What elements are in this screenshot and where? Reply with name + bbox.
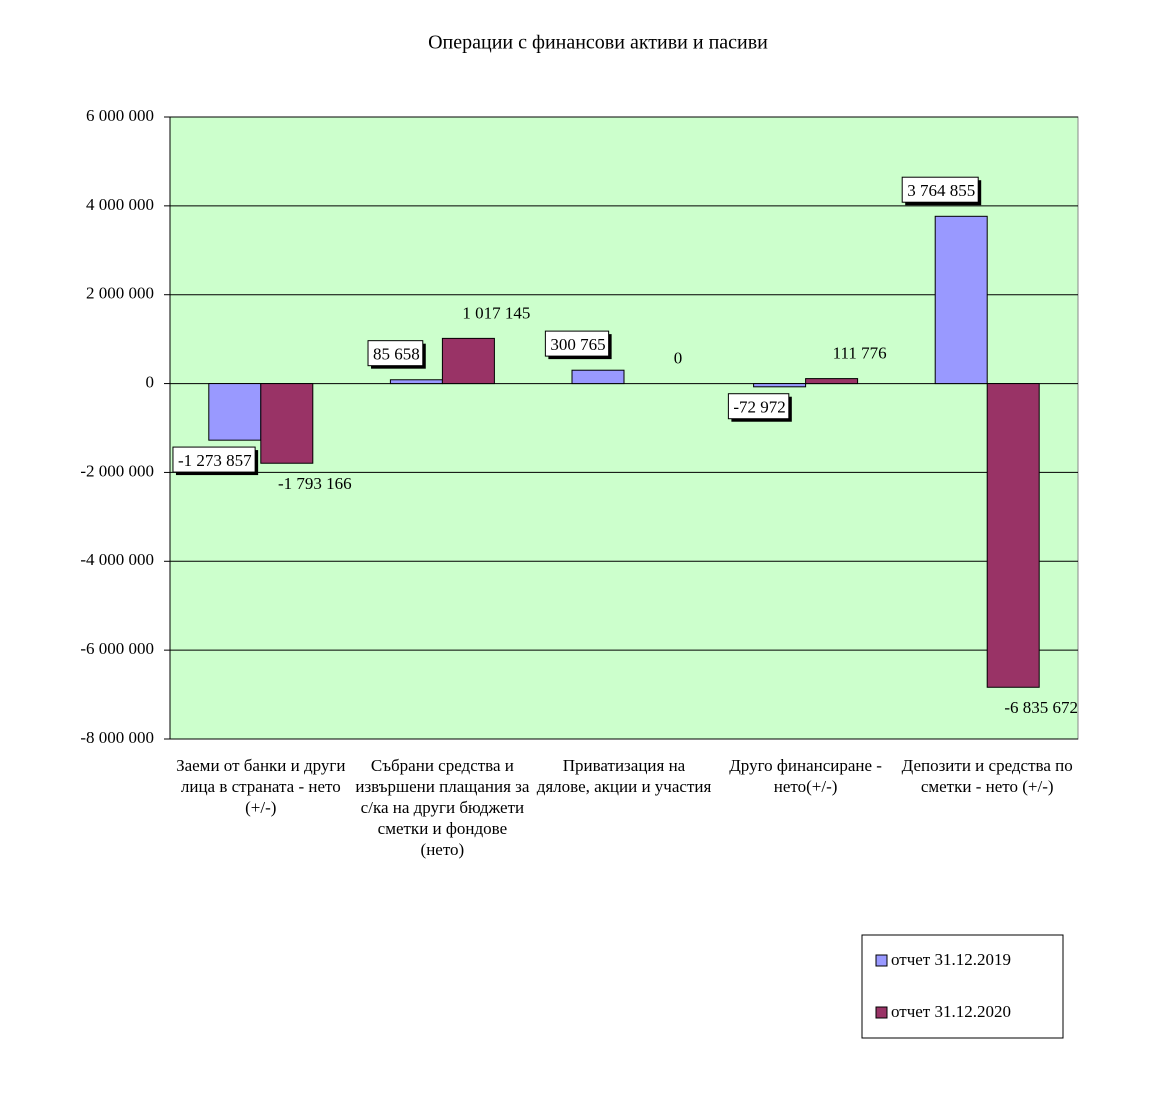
bar [934, 215, 988, 385]
legend-box [861, 934, 1064, 1039]
bar [389, 379, 443, 385]
label-box [172, 446, 256, 473]
bar [805, 378, 859, 385]
data-label: -72 972 [733, 398, 785, 417]
legend-swatch [875, 954, 888, 967]
data-label: -1 273 857 [178, 451, 252, 470]
data-label: 85 658 [373, 345, 420, 364]
bar [571, 369, 625, 385]
bar [986, 383, 1040, 688]
data-label: -1 793 166 [278, 474, 352, 493]
legend-label: отчет 31.12.2019 [891, 950, 1011, 969]
x-tick-label: Заеми от банки и други лица в страната -… [176, 756, 346, 817]
x-tick-label: Приватизация на дялове, акции и участия [536, 756, 712, 796]
y-tick-label: -6 000 000 [80, 639, 154, 658]
data-label: 1 017 145 [462, 303, 530, 322]
y-tick-label: 6 000 000 [86, 106, 154, 125]
legend-label: отчет 31.12.2020 [891, 1002, 1011, 1021]
y-tick-label: 2 000 000 [86, 284, 154, 303]
x-tick-label: Събрани средства и извършени плащания за… [355, 756, 530, 859]
x-tick-label: Депозити и средства по сметки - нето (+/… [901, 756, 1073, 796]
legend-swatch [875, 1006, 888, 1019]
bar [260, 383, 314, 464]
label-box [727, 393, 790, 420]
data-label: -6 835 672 [1004, 698, 1078, 717]
bar [208, 383, 262, 441]
y-tick-label: 0 [146, 372, 155, 391]
plot-area [169, 116, 1079, 740]
chart-title: Операции с финансови активи и пасиви [428, 32, 768, 54]
data-label: 3 764 855 [907, 181, 975, 200]
label-box [901, 176, 979, 203]
bar [441, 337, 495, 385]
y-tick-label: 4 000 000 [86, 195, 154, 214]
label-box [367, 340, 424, 367]
y-tick-label: -2 000 000 [80, 461, 154, 480]
label-box [544, 330, 610, 357]
data-label: 0 [674, 348, 683, 367]
data-label: 300 765 [550, 335, 605, 354]
y-tick-label: -4 000 000 [80, 550, 154, 569]
x-tick-label: Друго финансиране - нето(+/-) [729, 756, 882, 796]
data-label: 111 776 [833, 344, 887, 363]
y-tick-label: -8 000 000 [80, 728, 154, 747]
bar [753, 383, 807, 388]
